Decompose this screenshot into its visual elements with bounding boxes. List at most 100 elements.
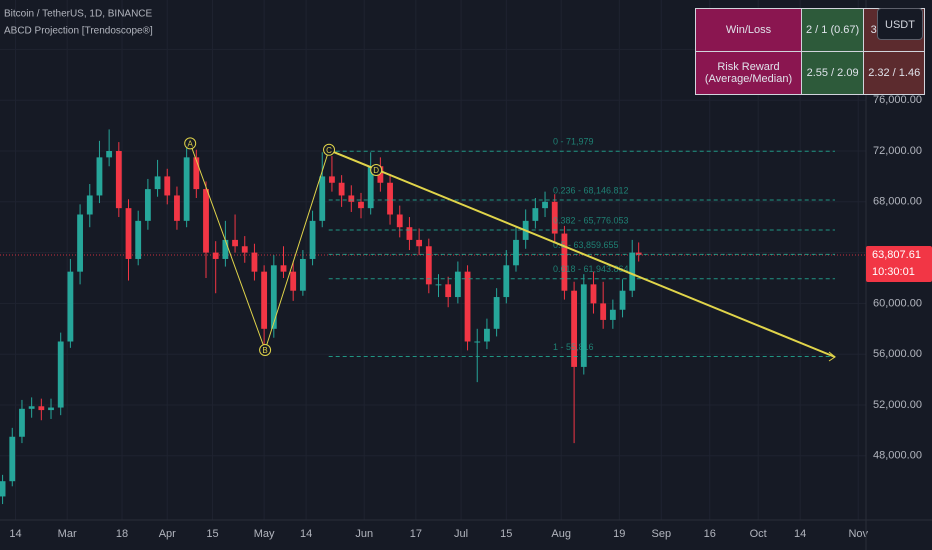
x-tick-label: Sep (651, 528, 671, 540)
candle-body (28, 406, 35, 409)
currency-button[interactable]: USDT (877, 8, 923, 40)
y-tick-label: 48,000.00 (873, 450, 922, 462)
y-tick-label: 56,000.00 (873, 348, 922, 360)
candle-body (454, 271, 461, 298)
projection-line (331, 150, 836, 358)
pattern-point-label: D (373, 166, 379, 175)
x-tick-label: Jul (454, 528, 468, 540)
table-cell: 2 / 1 (0.67) (800, 8, 865, 52)
pattern-point (323, 143, 336, 156)
candle-body (174, 195, 180, 221)
pattern-point-label: C (326, 146, 332, 155)
table-cell: Risk Reward (Average/Median) (695, 51, 802, 95)
fib-label: 0 - 71,979 (553, 137, 594, 147)
x-tick-label: Mar (58, 528, 77, 540)
candle-body (493, 297, 500, 329)
y-tick-label: 52,000.00 (873, 399, 922, 411)
x-tick-label: 15 (500, 528, 512, 540)
candle-body (571, 290, 578, 367)
candle-body (38, 406, 45, 411)
candle-body (135, 220, 142, 259)
fib-label: 0.5 - 63,859.655 (553, 240, 619, 250)
chart-title: Bitcoin / TetherUS, 1D, BINANCE (4, 9, 153, 20)
candle-body (619, 290, 626, 310)
candle-body (144, 189, 151, 221)
candle-body (48, 407, 54, 411)
table-cell: 2.55 / 2.09 (800, 51, 865, 95)
candle-body (329, 176, 335, 183)
pattern-point (259, 344, 272, 357)
candle-body (193, 157, 200, 190)
fib-label: 1 - 55,816 (553, 342, 594, 352)
candle-body (367, 166, 374, 209)
candle-body (290, 271, 297, 291)
candle-body (319, 176, 326, 221)
candle-body (445, 284, 452, 298)
y-tick-label: 60,000.00 (873, 297, 922, 309)
candle-body (580, 284, 587, 367)
candle-body (416, 239, 423, 247)
candle-body (96, 157, 103, 196)
candle-body (635, 252, 642, 256)
pattern-point (184, 137, 197, 150)
candle-body (203, 189, 209, 253)
y-tick-label: 68,000.00 (873, 196, 922, 208)
candle-body (542, 201, 548, 209)
x-tick-label: 14 (300, 528, 312, 540)
candle-body (299, 258, 306, 291)
x-tick-label: 14 (9, 528, 21, 540)
candle-body (115, 151, 122, 209)
candle-body (0, 481, 6, 497)
candle-body (57, 341, 64, 408)
candle-body (629, 252, 636, 291)
x-tick-label: Jun (355, 528, 373, 540)
candle-body (396, 214, 403, 228)
x-tick-label: Oct (750, 528, 767, 540)
fib-label: 0.618 - 61,943.864 (553, 264, 629, 274)
pattern-point (370, 164, 383, 177)
candle-body (590, 284, 597, 304)
candle-body (261, 271, 268, 329)
candle-body (183, 157, 190, 221)
candle-body (280, 265, 287, 272)
x-tick-label: 19 (613, 528, 625, 540)
candle-body (232, 239, 238, 247)
table-row: Risk Reward (Average/Median) 2.55 / 2.09 2… (695, 51, 926, 95)
candle-body (406, 227, 413, 240)
candle-body (474, 341, 481, 343)
y-tick-label: 72,000.00 (873, 145, 922, 157)
indicator-name: ABCD Projection [Trendoscope®] (4, 26, 153, 37)
candle-body (19, 408, 25, 437)
candle-body (387, 182, 393, 215)
candle-body (106, 151, 113, 158)
x-tick-label: Apr (159, 528, 176, 540)
candle-body (561, 233, 568, 291)
x-tick-label: Aug (551, 528, 571, 540)
table-cell: Win/Loss (695, 8, 802, 52)
candle-body (251, 252, 258, 272)
x-tick-label: 16 (704, 528, 716, 540)
candle-body (154, 176, 161, 190)
candle-body (464, 271, 471, 342)
fib-label: 0.382 - 65,776.053 (553, 215, 629, 225)
fib-label: 0.236 - 68,146.812 (553, 185, 629, 195)
candle-body (600, 303, 607, 320)
x-tick-label: 18 (116, 528, 128, 540)
pattern-point-label: A (188, 139, 194, 148)
x-tick-label: Nov (848, 528, 868, 540)
x-tick-label: May (254, 528, 275, 540)
x-tick-label: 15 (206, 528, 218, 540)
candle-body (67, 271, 74, 342)
candle-body (125, 208, 132, 259)
projection-arrow (828, 351, 836, 362)
table-cell: 2.32 / 1.46 (863, 51, 926, 95)
price-tag (866, 246, 932, 283)
x-tick-label: 14 (794, 528, 806, 540)
candle-body (609, 309, 616, 320)
candle-body (241, 246, 248, 253)
candle-body (358, 201, 364, 209)
candle-body (425, 246, 432, 285)
candle-body (77, 214, 83, 272)
candle-body (309, 220, 316, 259)
